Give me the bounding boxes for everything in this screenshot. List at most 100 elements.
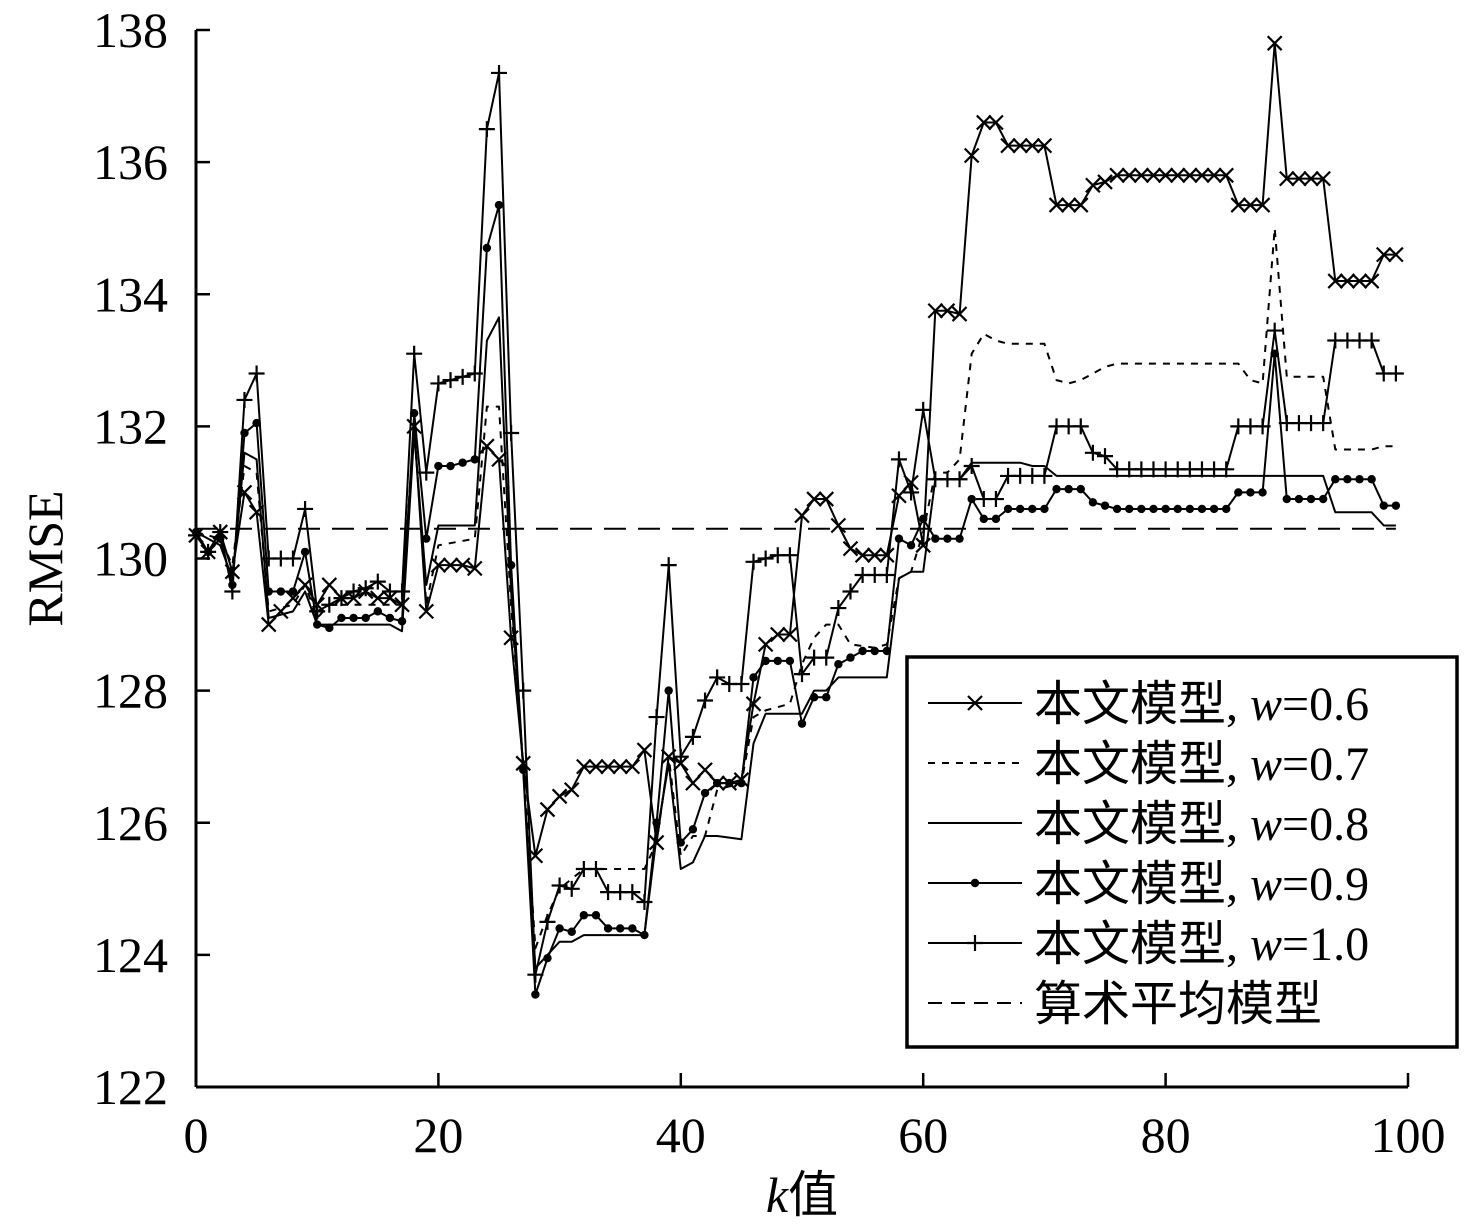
dot-marker <box>1003 504 1013 514</box>
dot-marker <box>1343 475 1352 484</box>
plus-marker <box>951 471 968 488</box>
dot-marker <box>446 461 455 471</box>
dot-marker <box>1318 494 1328 504</box>
dot-marker <box>1306 494 1316 504</box>
dot-marker <box>531 990 540 999</box>
series-5 <box>188 64 1404 983</box>
tick-labels: 122 124 126 128 130 132 134 136 138 0 20 40 60 80 100 <box>93 2 1446 1163</box>
legend-item: 本文模型, w=0.6 <box>928 678 1369 731</box>
plus-marker <box>212 524 229 541</box>
dot-marker <box>749 673 758 682</box>
x-marker <box>1303 170 1319 187</box>
dot-marker <box>1222 504 1231 514</box>
x-marker <box>1048 197 1065 213</box>
y-tick-label: 122 <box>93 1059 168 1115</box>
dot-marker <box>700 788 710 798</box>
dot-marker <box>967 494 976 504</box>
x-marker <box>1194 167 1210 184</box>
x-marker <box>1388 246 1404 263</box>
plus-marker <box>406 345 423 362</box>
x-marker <box>600 758 616 775</box>
legend-box <box>905 655 1459 1049</box>
legend-item: 本文模型, w=1.0 <box>928 918 1369 971</box>
dot-marker <box>276 587 286 596</box>
dot-marker <box>1246 488 1255 497</box>
plus-marker <box>648 709 665 726</box>
plus-marker <box>515 682 532 699</box>
x-marker <box>830 517 847 534</box>
plus-marker <box>624 884 641 901</box>
plus-marker <box>491 64 507 81</box>
x-marker <box>976 114 992 131</box>
x-marker <box>370 590 386 606</box>
plus-marker <box>357 580 374 597</box>
x-marker <box>491 451 507 468</box>
dot-marker <box>1149 504 1158 514</box>
dot-marker <box>1367 475 1376 484</box>
dot-marker <box>846 653 855 662</box>
dot-marker <box>1125 504 1134 514</box>
x-marker <box>697 762 713 778</box>
dot-marker <box>506 560 516 570</box>
x-marker <box>1315 170 1331 187</box>
x-marker <box>612 758 628 775</box>
dot-marker <box>652 818 661 827</box>
x-marker <box>1363 273 1380 289</box>
x-marker <box>963 147 980 164</box>
plus-marker <box>1036 467 1053 484</box>
plus-marker <box>709 669 726 686</box>
dot-marker <box>979 514 988 524</box>
x-tick-label: 20 <box>413 1107 463 1163</box>
dot-marker <box>712 778 722 788</box>
x-marker <box>1279 170 1295 187</box>
dot-marker <box>894 534 904 543</box>
x-marker <box>1097 174 1113 190</box>
dot-marker <box>349 613 358 623</box>
plus-marker <box>284 550 301 567</box>
plus-marker <box>1072 418 1089 435</box>
dot-marker <box>991 514 1001 524</box>
dot-marker <box>252 418 261 428</box>
x-marker <box>1012 137 1028 154</box>
x-marker <box>1351 273 1368 289</box>
dot-marker <box>434 461 443 471</box>
legend-item: 本文模型, w=0.7 <box>928 738 1369 791</box>
dot-marker <box>785 656 795 666</box>
x-marker <box>442 557 459 573</box>
dot-marker <box>640 930 649 940</box>
x-axis-label-variable: k <box>766 1167 789 1223</box>
dot-marker <box>1161 504 1170 514</box>
x-marker <box>454 557 471 573</box>
dot-marker <box>1040 504 1049 514</box>
dot-marker <box>300 547 310 557</box>
dot-marker <box>1076 484 1085 494</box>
dot-marker <box>1112 504 1122 514</box>
plus-marker <box>527 966 544 983</box>
legend-label: 本文模型, w=0.9 <box>1034 858 1369 911</box>
dot-marker <box>579 911 589 920</box>
x-marker <box>1085 177 1101 194</box>
dot-marker <box>737 778 746 788</box>
dot-marker <box>1294 494 1304 504</box>
dot-marker <box>458 458 467 467</box>
x-marker <box>988 114 1004 131</box>
dot-marker <box>688 825 698 834</box>
x-marker <box>1218 167 1234 184</box>
x-marker <box>1121 167 1138 184</box>
plus-marker <box>563 880 580 897</box>
plot-axes <box>194 28 1410 1089</box>
dot-marker <box>422 534 431 543</box>
dot-marker <box>543 953 552 963</box>
legend-label: 算术平均模型 <box>1034 978 1322 1031</box>
x-marker <box>1339 273 1356 289</box>
plus-marker <box>503 424 520 441</box>
plus-marker <box>733 676 750 693</box>
x-marker <box>1266 35 1283 51</box>
dot-marker <box>1137 504 1146 514</box>
plus-marker <box>1363 332 1380 349</box>
x-marker <box>1157 167 1174 184</box>
dot-marker <box>809 693 819 702</box>
x-marker <box>806 491 822 507</box>
dot-marker <box>834 660 843 669</box>
plus-marker <box>830 600 847 617</box>
